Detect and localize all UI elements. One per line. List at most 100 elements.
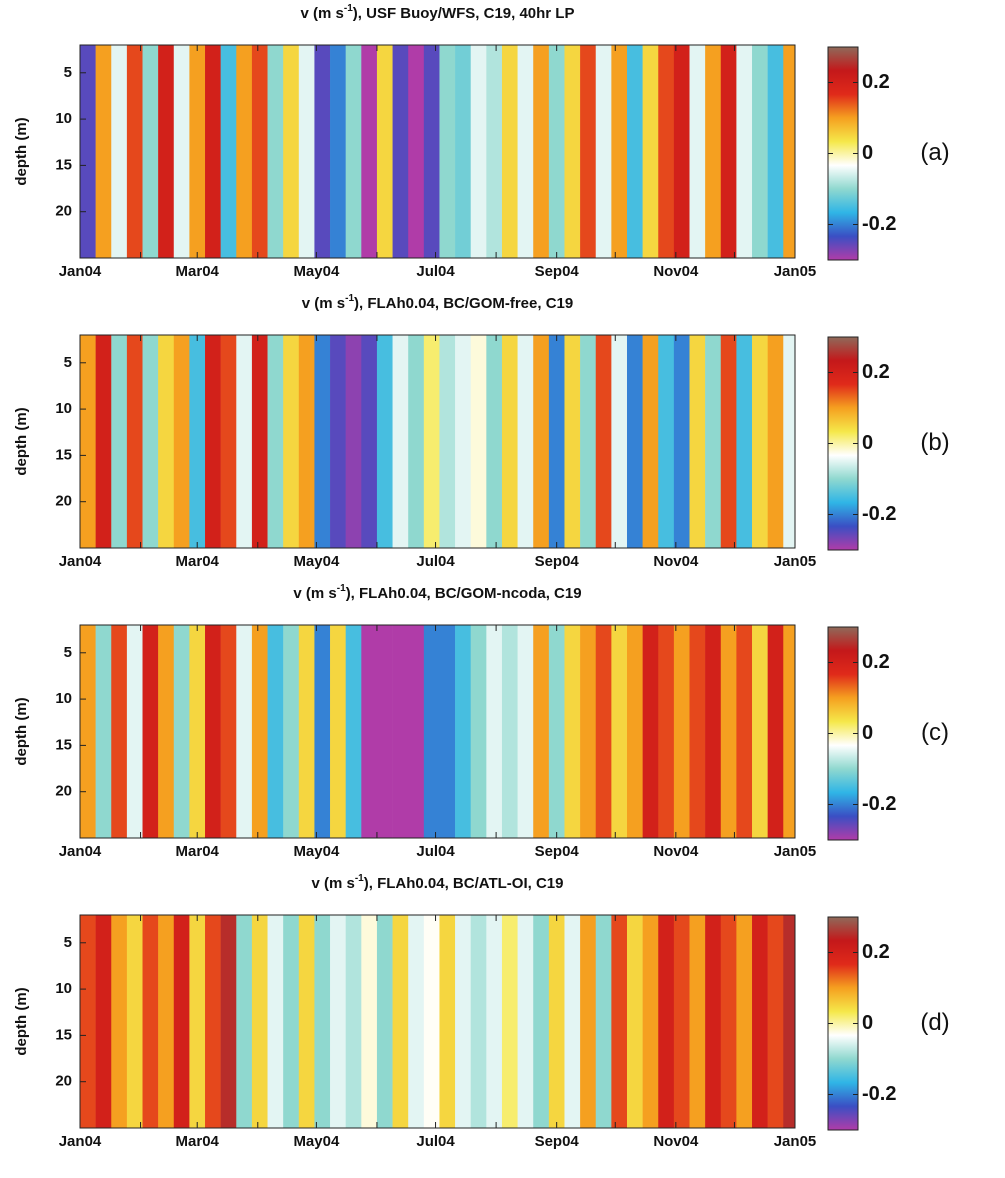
heatmap-cell [330,335,346,548]
heatmap-cell [548,915,565,1128]
heatmap-cell [595,335,612,548]
panel-label: (b) [920,429,949,456]
x-tick-label: Jan05 [774,843,817,860]
heatmap-cell [345,335,362,548]
heatmap-cell [626,625,643,838]
heatmap-cell [205,335,221,548]
y-tick-label: 5 [64,354,72,371]
heatmap-cell [126,45,143,258]
heatmap-cell [486,335,503,548]
heatmap-cell [720,335,737,548]
heatmap-cell [283,915,300,1128]
heatmap-cell [283,625,300,838]
heatmap-cell [580,335,597,548]
y-tick-label: 20 [55,493,72,510]
heatmap-cell [673,45,690,258]
heatmap-cell [111,915,128,1128]
y-tick-label: 15 [55,446,72,463]
heatmap-cell [376,45,393,258]
y-tick-label: 10 [55,400,72,417]
heatmap-cell [564,625,581,838]
heatmap-cell [158,335,175,548]
heatmap-cell [423,915,440,1128]
heatmap-cell [611,45,628,258]
colorbar-tick-label: -0.2 [862,1083,896,1105]
heatmap-cell [111,625,128,838]
heatmap-cell [95,45,112,258]
heatmap-cell [626,915,643,1128]
heatmap-cell [470,335,487,548]
colorbar-tick-label: 0.2 [862,651,890,673]
heatmap-cell [767,335,784,548]
heatmap-cell [501,45,518,258]
heatmap-cell [705,335,722,548]
heatmap-cell [564,335,581,548]
heatmap-cell [376,625,393,838]
heatmap-cell [533,625,550,838]
heatmap-cell [501,625,518,838]
heatmap-cell [501,915,518,1128]
heatmap-cell [736,625,753,838]
colorbar-tick-label: -0.2 [862,793,896,815]
heatmap-cell [189,45,206,258]
x-tick-label: Nov04 [653,263,699,280]
heatmap-cell [642,625,659,838]
heatmap-cell [580,625,597,838]
heatmap-cell [517,45,534,258]
heatmap-cell [689,335,706,548]
heatmap-cell [283,335,300,548]
heatmap-cell [251,45,268,258]
x-tick-label: Nov04 [653,1133,699,1150]
title-superscript: -1 [355,873,364,884]
heatmap-cell [423,625,440,838]
heatmap-cell [767,915,784,1128]
heatmap-cell [345,915,362,1128]
heatmap-cell [767,625,784,838]
chart-title: v (m s-1), FLAh0.04, BC/GOM-ncoda, C19 [293,583,581,602]
x-tick-label: May04 [293,843,340,860]
heatmap-cell [470,915,487,1128]
heatmap-cell [95,335,112,548]
heatmap-cell [783,335,796,548]
heatmap-cell [142,625,159,838]
heatmap-cell [548,45,565,258]
heatmap-cell [392,45,409,258]
y-tick-label: 15 [55,156,72,173]
heatmap-cell [611,335,628,548]
heatmap-cell [642,335,659,548]
colorbar-tick-label: 0 [862,722,873,744]
heatmap-cell [361,45,378,258]
heatmap-cell [564,915,581,1128]
x-tick-label: Sep04 [535,1133,580,1150]
colorbar-tick-label: 0.2 [862,941,890,963]
heatmap-cell [736,335,753,548]
heatmap-cell [783,625,796,838]
x-tick-label: May04 [293,263,340,280]
heatmap-cell [564,45,581,258]
heatmap-cell [314,45,331,258]
heatmap-cell [392,335,409,548]
heatmap-cell [267,915,284,1128]
y-tick-label: 10 [55,690,72,707]
x-tick-label: Sep04 [535,263,580,280]
chart-title: v (m s-1), FLAh0.04, BC/ATL-OI, C19 [311,873,563,892]
heatmap-cell [752,915,768,1128]
colorbar-tick-label: -0.2 [862,213,896,235]
y-tick-label: 5 [64,644,72,661]
colorbar-tick-label: 0 [862,1012,873,1034]
x-tick-label: Mar04 [176,263,220,280]
heatmap-cell [642,915,659,1128]
colorbar-tick-label: 0.2 [862,71,890,93]
heatmap-cell [111,45,128,258]
heatmap-cell [80,915,96,1128]
heatmap-cell [267,45,284,258]
heatmap-cell [642,45,659,258]
heatmap-cell [236,625,253,838]
plot-frame [79,914,796,1129]
heatmap-cell [455,625,472,838]
chart-title: v (m s-1), FLAh0.04, BC/GOM-free, C19 [302,293,573,312]
heatmap-cell [361,335,378,548]
heatmap-cell [376,335,393,548]
heatmap-cell [705,625,722,838]
